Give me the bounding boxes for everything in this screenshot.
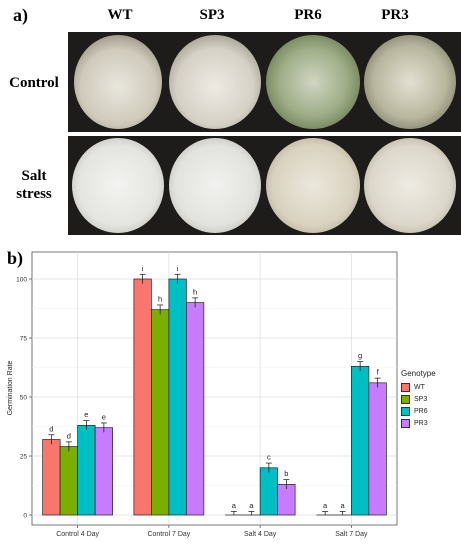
petri-dish-control-pr6 <box>266 35 360 129</box>
panel-b-label: b) <box>7 248 24 268</box>
legend-swatch <box>401 382 410 392</box>
salt-photo-strip <box>68 136 461 235</box>
legend-label: PR6 <box>414 407 428 415</box>
bar-pr6 <box>77 424 96 516</box>
legend-label: WT <box>414 383 425 391</box>
legend-swatch <box>401 394 410 404</box>
y-tick-label: 0 <box>23 513 27 520</box>
significance-letter: g <box>358 351 362 360</box>
significance-letter: f <box>377 368 380 377</box>
petri-dish-control-wt <box>74 35 162 129</box>
legend-title: Genotype <box>401 369 436 378</box>
y-tick-label: 50 <box>20 395 28 402</box>
significance-letter: i <box>142 264 144 273</box>
y-axis-label: Germination Rate <box>7 360 14 415</box>
petri-dish-salt-wt <box>72 138 164 233</box>
legend-swatch <box>401 418 410 428</box>
significance-letter: a <box>341 501 346 510</box>
significance-letter: h <box>193 287 197 296</box>
significance-letter: h <box>158 294 162 303</box>
column-header-pr6: PR6 <box>294 7 322 23</box>
legend-item-pr6: PR6 <box>401 405 436 417</box>
petri-dish-salt-sp3 <box>169 138 261 233</box>
petri-dish-salt-pr6 <box>266 138 360 233</box>
significance-letter: a <box>232 501 237 510</box>
x-tick-label: Control 4 Day <box>56 531 99 538</box>
bar-pr3 <box>186 302 205 516</box>
significance-letter: e <box>84 410 88 419</box>
bar-sp3 <box>59 446 78 516</box>
legend-label: PR3 <box>414 419 428 427</box>
y-tick-label: 75 <box>20 336 28 343</box>
significance-letter: b <box>284 469 288 478</box>
significance-letter: d <box>67 431 71 440</box>
significance-letter: a <box>323 501 328 510</box>
bar-wt <box>133 278 152 516</box>
petri-dish-control-pr3 <box>364 35 456 129</box>
legend: Genotype WT SP3 PR6 PR3 <box>401 369 436 429</box>
control-photo-strip <box>68 32 461 132</box>
petri-dish-salt-pr3 <box>364 138 456 233</box>
petri-dish-control-sp3 <box>169 35 261 129</box>
significance-letter: d <box>49 424 53 433</box>
significance-letter: i <box>177 264 179 273</box>
bar-pr3 <box>94 427 113 516</box>
x-tick-label: Control 7 Day <box>147 531 190 538</box>
y-tick-label: 100 <box>16 277 27 284</box>
column-header-sp3: SP3 <box>199 7 225 23</box>
legend-item-pr3: PR3 <box>401 417 436 429</box>
legend-item-wt: WT <box>401 381 436 393</box>
row-header-salt-stress: Salt stress <box>16 168 52 202</box>
row-header-control: Control <box>9 75 59 91</box>
significance-letter: c <box>267 453 271 462</box>
bar-pr6 <box>351 365 370 516</box>
significance-letter: e <box>102 412 106 421</box>
column-header-pr3: PR3 <box>381 7 409 23</box>
y-tick-label: 25 <box>20 454 28 461</box>
column-header-wt: WT <box>107 7 133 23</box>
legend-label: SP3 <box>414 395 428 403</box>
bar-pr3 <box>368 382 387 516</box>
x-tick-label: Salt 7 Day <box>335 531 368 538</box>
bar-pr6 <box>259 467 278 516</box>
bar-pr6 <box>168 278 187 516</box>
bar-wt <box>42 439 61 516</box>
panel-a-label: a) <box>13 5 28 25</box>
bars-group: d d e e i h i h a a c b a a g f <box>42 264 387 516</box>
legend-items: WT SP3 PR6 PR3 <box>401 381 436 429</box>
x-tick-label: Salt 4 Day <box>244 531 277 538</box>
legend-item-sp3: SP3 <box>401 393 436 405</box>
axes-group: 0 25 50 75 100 Control 4 Day Control 7 Day Salt… <box>16 277 368 539</box>
legend-swatch <box>401 406 410 416</box>
bar-sp3 <box>151 309 170 516</box>
significance-letter: a <box>249 501 254 510</box>
